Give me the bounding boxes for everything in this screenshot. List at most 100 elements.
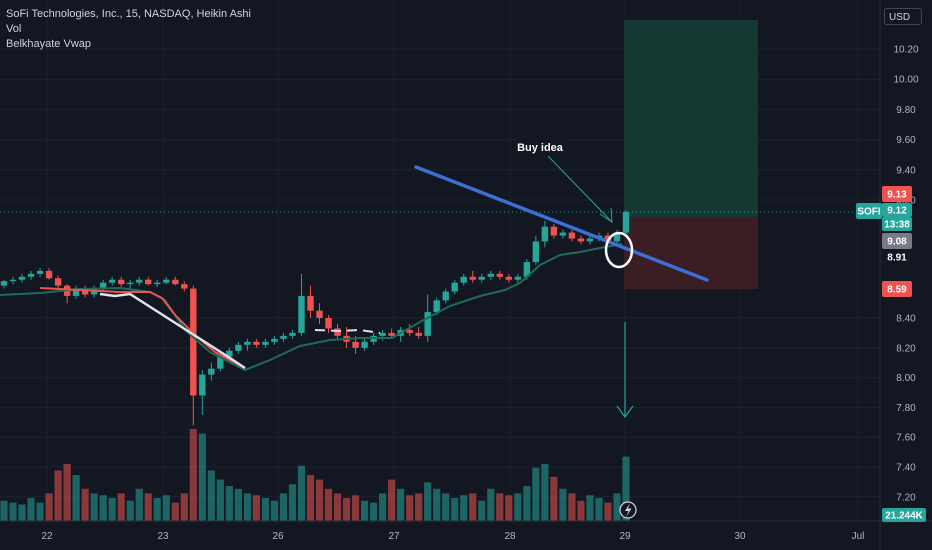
candle bbox=[559, 229, 567, 239]
candle bbox=[478, 273, 485, 283]
candle bbox=[487, 270, 494, 280]
vwap-band-line bbox=[39, 287, 246, 369]
volume-bar bbox=[126, 500, 134, 521]
candle bbox=[208, 362, 215, 381]
volume-bar bbox=[198, 433, 206, 521]
candle bbox=[442, 288, 449, 304]
candle bbox=[145, 276, 152, 286]
volume-bar bbox=[460, 495, 468, 521]
volume-bar bbox=[550, 476, 558, 521]
candle bbox=[99, 279, 107, 292]
volume-bar bbox=[613, 493, 621, 521]
price-tick-label: 7.60 bbox=[896, 433, 916, 444]
candle bbox=[163, 276, 170, 285]
svg-text:9.08: 9.08 bbox=[887, 237, 907, 248]
time-tick-label: 27 bbox=[388, 531, 400, 542]
volume-bar bbox=[324, 488, 333, 521]
svg-text:13:38: 13:38 bbox=[884, 220, 910, 231]
volume-bar bbox=[225, 486, 233, 521]
profit-zone[interactable] bbox=[624, 20, 758, 217]
indicator-volume[interactable]: Vol bbox=[6, 23, 22, 35]
time-tick-label: Jul bbox=[852, 531, 865, 542]
svg-text:8.59: 8.59 bbox=[887, 285, 907, 296]
time-axis[interactable]: 22 23 26 27 28 29 30 Jul bbox=[41, 531, 864, 542]
currency-button[interactable]: USD bbox=[884, 8, 922, 25]
volume-bar bbox=[469, 493, 477, 521]
candle bbox=[27, 270, 35, 280]
volume-bar bbox=[478, 500, 486, 521]
candle bbox=[18, 273, 26, 283]
volume-bar bbox=[252, 495, 261, 521]
volume-bar bbox=[54, 470, 62, 521]
volume-bar bbox=[505, 495, 513, 521]
down-arrow-head bbox=[616, 405, 634, 419]
price-tick-label: 7.80 bbox=[896, 403, 916, 414]
trendline[interactable] bbox=[414, 165, 709, 282]
candle bbox=[298, 273, 305, 336]
volume-bar bbox=[36, 502, 44, 521]
svg-text:9.13: 9.13 bbox=[887, 190, 907, 201]
volume-bar bbox=[288, 484, 297, 521]
lightning-icon[interactable] bbox=[619, 501, 637, 519]
candle bbox=[361, 338, 368, 351]
volume-bar bbox=[108, 498, 116, 521]
volume-bar bbox=[9, 502, 17, 521]
volume-bar bbox=[586, 495, 594, 521]
volume-bar bbox=[433, 488, 441, 521]
volume-bar bbox=[297, 465, 306, 521]
volume-bar bbox=[153, 498, 161, 521]
volume-bar bbox=[261, 498, 270, 521]
candle bbox=[316, 303, 323, 324]
price-tick-label: 8.40 bbox=[896, 314, 916, 325]
candle bbox=[190, 285, 197, 426]
annotation-box[interactable] bbox=[516, 139, 564, 156]
volume-bar bbox=[45, 493, 53, 521]
candle bbox=[577, 235, 585, 245]
volume-bar bbox=[595, 498, 603, 521]
volume-bar bbox=[360, 500, 369, 521]
volume-bar bbox=[306, 475, 315, 521]
annotation-arrowhead bbox=[599, 207, 613, 223]
indicator-vwap[interactable]: Belkhayate Vwap bbox=[6, 38, 91, 50]
candle bbox=[54, 275, 62, 289]
candle bbox=[514, 273, 522, 283]
volume-bar bbox=[72, 475, 80, 521]
candle bbox=[81, 285, 89, 298]
volume-bar bbox=[27, 498, 35, 521]
candle bbox=[289, 329, 296, 339]
entry-circle[interactable] bbox=[604, 231, 634, 269]
candle bbox=[154, 279, 161, 288]
volume-bar bbox=[514, 493, 522, 521]
loss-zone[interactable] bbox=[624, 217, 758, 289]
candle bbox=[325, 315, 332, 333]
volume-bar bbox=[559, 488, 567, 521]
price-tick-label: 8.20 bbox=[896, 343, 916, 354]
volume-bar bbox=[523, 486, 531, 521]
volume-bar bbox=[0, 500, 8, 521]
symbol-title[interactable]: SoFi Technologies, Inc., 15, NASDAQ, Hei… bbox=[6, 8, 251, 20]
volume-bar bbox=[279, 493, 288, 521]
volume-bar bbox=[388, 479, 396, 521]
vwap-band-white bbox=[99, 292, 246, 370]
svg-text:SOFI: SOFI bbox=[857, 207, 881, 218]
candle bbox=[280, 332, 287, 342]
candle bbox=[0, 279, 8, 289]
candle bbox=[568, 229, 576, 242]
volume-bar bbox=[369, 502, 378, 521]
volume-bar bbox=[180, 493, 188, 521]
time-tick-label: 22 bbox=[41, 531, 53, 542]
time-tick-label: 26 bbox=[272, 531, 284, 542]
candle bbox=[244, 338, 251, 351]
volume-bar bbox=[18, 504, 26, 521]
volume-bar bbox=[216, 479, 224, 521]
candle bbox=[262, 338, 269, 348]
price-tick-label: 9.40 bbox=[896, 165, 916, 176]
volume-bar bbox=[270, 500, 279, 521]
price-label-stop-price: 8.59 bbox=[882, 281, 912, 297]
svg-text:9.12: 9.12 bbox=[887, 206, 907, 217]
candle bbox=[550, 223, 558, 239]
candle bbox=[586, 235, 594, 245]
price-tick-label: 10.00 bbox=[893, 75, 918, 86]
volume-bar bbox=[487, 488, 495, 521]
